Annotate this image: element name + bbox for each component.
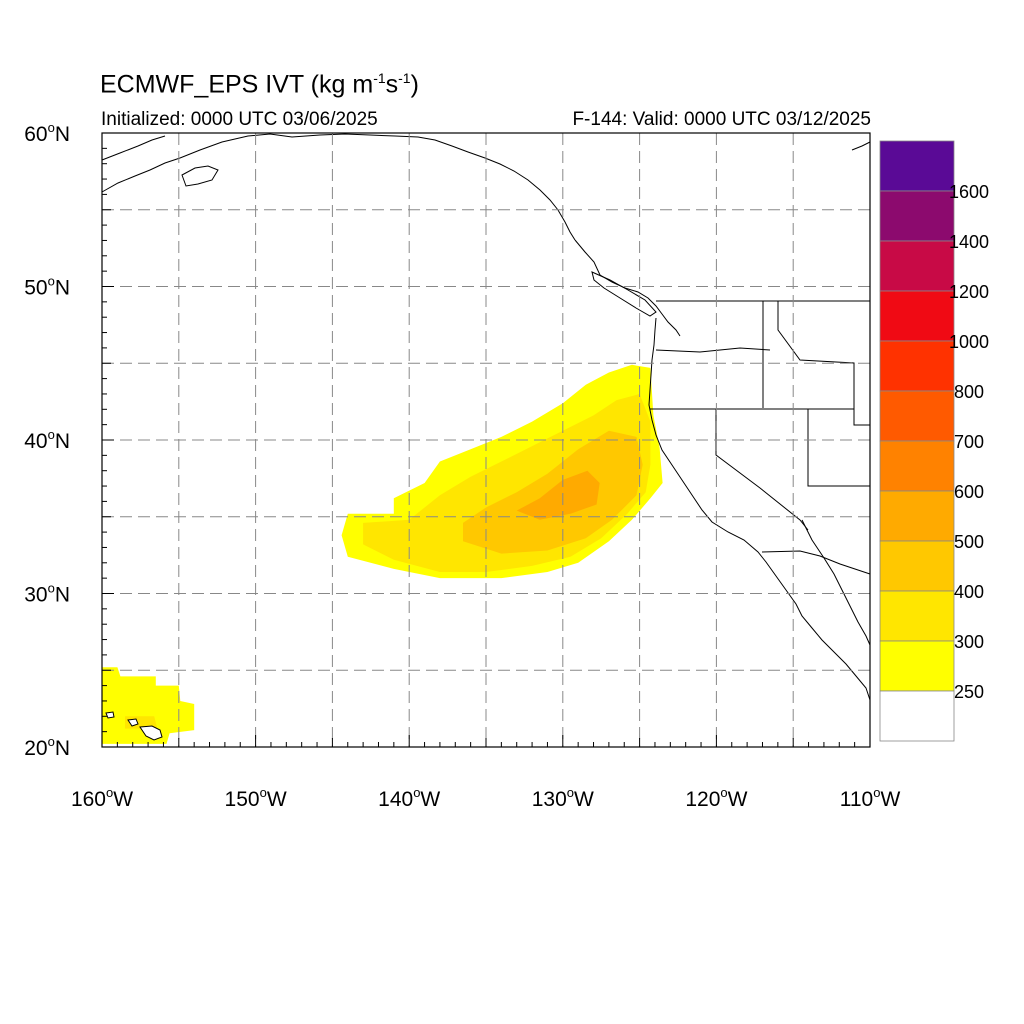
lat-label: 40oN	[24, 427, 70, 453]
valid-time-label: F-144: Valid: 0000 UTC 03/12/2025	[572, 109, 871, 130]
colorbar-label: 800	[954, 382, 984, 402]
colorbar-swatch	[879, 140, 955, 192]
alaska-coast	[101, 133, 576, 241]
gulf-california-coast	[801, 519, 871, 646]
lat-label: 30oN	[24, 581, 70, 607]
colorbar-label: 400	[954, 582, 984, 602]
colorbar-label: 1000	[949, 332, 989, 352]
lat-label: 60oN	[24, 120, 70, 146]
colorbar-swatch	[879, 240, 955, 292]
lon-label: 150oW	[225, 785, 287, 811]
nv-ut-border	[807, 409, 870, 487]
ivt-shading	[102, 364, 663, 744]
bc-coast	[574, 239, 681, 337]
lon-label: 140oW	[378, 785, 440, 811]
colorbar-swatch	[879, 640, 955, 692]
map-frame	[101, 132, 871, 748]
lon-label: 130oW	[532, 785, 594, 811]
initialized-label: Initialized: 0000 UTC 03/06/2025	[101, 109, 378, 130]
colorbar-label: 700	[954, 432, 984, 452]
colorbar-label: 500	[954, 532, 984, 552]
colorbar-swatch	[879, 590, 955, 642]
hawaii-big-island	[139, 725, 163, 741]
colorbar-swatch	[879, 440, 955, 492]
wa-or-border	[655, 347, 771, 353]
vancouver-island	[591, 271, 657, 317]
us-mexico-border	[761, 550, 871, 575]
colorbar-swatch	[879, 290, 955, 342]
lon-label: 160oW	[71, 785, 133, 811]
ivt-ar-500	[516, 470, 600, 520]
ca-nv-border	[715, 409, 809, 531]
hawaii-oahu	[105, 711, 115, 719]
colorbar-swatch	[879, 540, 955, 592]
map-title: ECMWF_EPS IVT (kg m-1s-1)	[100, 70, 419, 99]
colorbar-label: 300	[954, 632, 984, 652]
colorbar-label: 600	[954, 482, 984, 502]
state-borders	[650, 300, 871, 575]
alaska-coast-2	[101, 135, 166, 161]
colorbar-swatch	[879, 340, 955, 392]
lat-label: 50oN	[24, 274, 70, 300]
colorbar-swatch	[879, 190, 955, 242]
lon-label: 110oW	[840, 785, 901, 811]
lon-label: 120oW	[685, 785, 747, 811]
colorbar-label: 250	[954, 682, 984, 702]
colorbar-label: 1600	[949, 182, 989, 202]
hawaii-maui	[127, 718, 139, 727]
us-west-coast	[648, 317, 871, 701]
kodiak-island	[181, 165, 219, 187]
colorbar-label: 1200	[949, 282, 989, 302]
lat-lon-grid	[102, 133, 870, 747]
colorbar-swatch	[879, 690, 955, 742]
colorbar: 1600 1400 1200 1000 800 700 600 500 400 300 250	[879, 140, 989, 742]
coast-fragment-ne	[851, 141, 871, 151]
colorbar-label: 1400	[949, 232, 989, 252]
lat-label: 20oN	[24, 734, 70, 760]
colorbar-swatch	[879, 390, 955, 442]
mt-border	[777, 301, 870, 426]
colorbar-swatch	[879, 490, 955, 542]
coastlines	[101, 133, 871, 741]
